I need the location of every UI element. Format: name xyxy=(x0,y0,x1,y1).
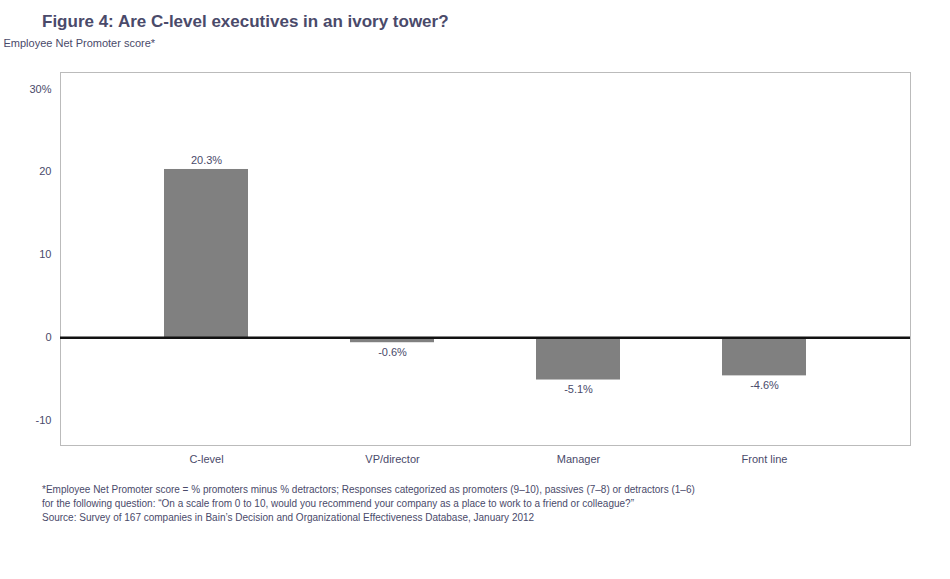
svg-text:Employee Net Promoter score*: Employee Net Promoter score* xyxy=(4,37,156,49)
html-text:Source: Survey of 167 companie: Source: Survey of 167 companies in Bain’… xyxy=(42,512,535,523)
svg-text:-4.6%: -4.6% xyxy=(750,379,779,391)
svg-text:10: 10 xyxy=(39,248,51,260)
html-text:Figure 4: Are C-level executiv: Figure 4: Are C-level executives in an i… xyxy=(42,12,449,31)
svg-text:Front line: Front line xyxy=(742,453,788,465)
svg-text:20: 20 xyxy=(39,165,51,177)
svg-text:C-level: C-level xyxy=(189,453,223,465)
svg-text:-0.6%: -0.6% xyxy=(378,346,407,358)
svg-text:-5.1%: -5.1% xyxy=(564,383,593,395)
svg-text:20.3%: 20.3% xyxy=(191,154,222,166)
svg-text:VP/director: VP/director xyxy=(365,453,420,465)
html-text:*Employee Net Promoter score =: *Employee Net Promoter score = % promote… xyxy=(42,484,695,495)
svg-text:0: 0 xyxy=(45,331,51,343)
html-text:for the following question: “O: for the following question: “On a scale … xyxy=(42,498,634,509)
svg-text:30%: 30% xyxy=(29,83,51,95)
svg-text:-10: -10 xyxy=(36,414,52,426)
svg-text:Manager: Manager xyxy=(557,453,601,465)
